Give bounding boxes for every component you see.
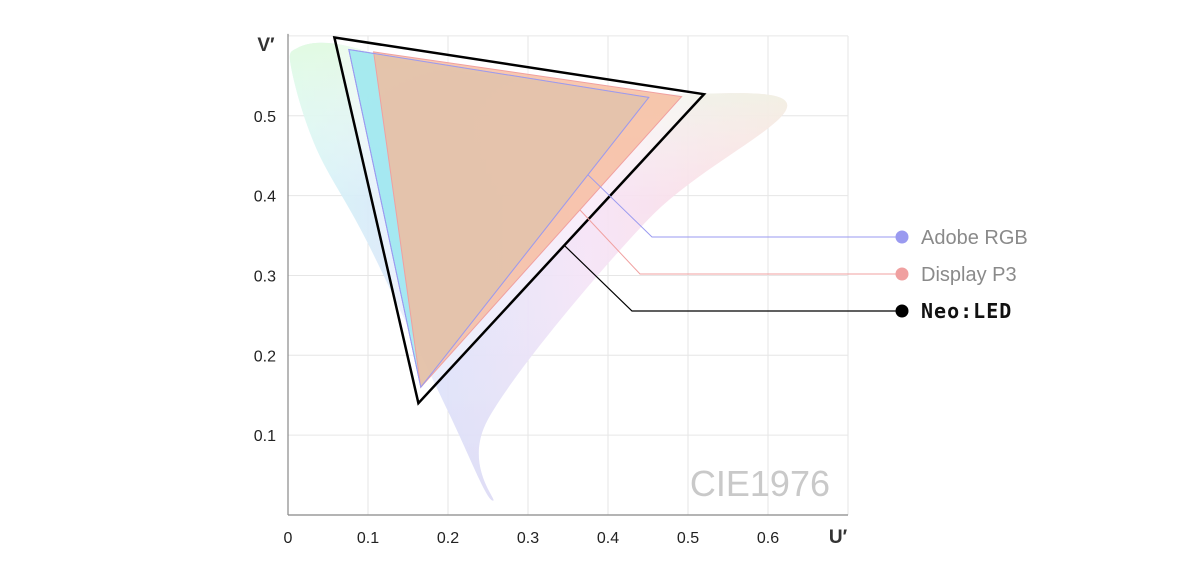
adobe-rgb-outline xyxy=(348,48,650,389)
x-tick-label: 0.1 xyxy=(357,530,379,547)
legend-marker xyxy=(895,230,909,244)
y-tick-label: 0.1 xyxy=(254,428,276,445)
neoled-gamut xyxy=(332,35,707,406)
legend-label: Display P3 xyxy=(921,264,1017,286)
tick-labels: 0 0.1 0.2 0.3 0.4 0.5 0.6 0.1 0.2 0.3 0.4 0.5 xyxy=(254,109,779,547)
legend-label: Adobe RGB xyxy=(921,227,1028,249)
y-tick-label: 0.3 xyxy=(254,268,276,285)
gamut-triangles xyxy=(332,35,707,406)
axes xyxy=(287,33,848,516)
x-tick-label: 0 xyxy=(284,530,293,547)
x-tick-label: 0.3 xyxy=(517,530,539,547)
display-p3-gamut xyxy=(373,51,683,389)
x-tick-label: 0.6 xyxy=(757,530,779,547)
legend-label: Neo:LED xyxy=(921,299,1012,323)
x-tick-label: 0.5 xyxy=(677,530,699,547)
x-tick-label: 0.2 xyxy=(437,530,459,547)
legend-leader-line xyxy=(579,209,900,275)
legend-leader-line xyxy=(563,244,900,312)
y-axis-label: V′ xyxy=(257,35,275,56)
x-tick-label: 0.4 xyxy=(597,530,619,547)
legend-marker xyxy=(895,304,909,318)
cie-watermark: CIE1976 xyxy=(690,463,830,504)
y-tick-label: 0.2 xyxy=(254,348,276,365)
x-axis-label: U′ xyxy=(829,527,848,548)
legend-leader-line xyxy=(587,174,900,238)
y-tick-label: 0.4 xyxy=(254,189,276,206)
legend: Adobe RGB Display P3 Neo:LED xyxy=(563,174,1028,323)
legend-marker xyxy=(895,267,909,281)
y-tick-label: 0.5 xyxy=(254,109,276,126)
